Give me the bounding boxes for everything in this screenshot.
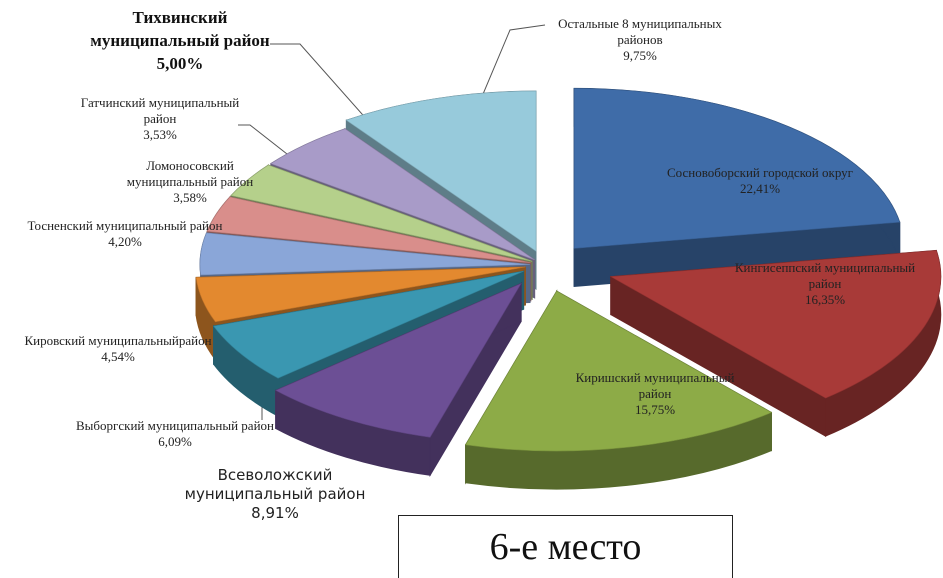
slice-label: Кировский муниципальныйрайон 4,54% bbox=[0, 333, 238, 365]
value-label: 4,20% bbox=[108, 234, 142, 249]
slice-label: Тихвинский муниципальный район 5,00% bbox=[75, 6, 285, 75]
leader-line bbox=[270, 43, 386, 141]
category-name: Тихвинский муниципальный район bbox=[90, 8, 270, 50]
value-label: 15,75% bbox=[634, 402, 676, 417]
slice bbox=[230, 164, 533, 262]
slice-label: Остальные 8 муниципальных районов 9,75% bbox=[535, 16, 745, 64]
category-name: Выборгский муниципальный район bbox=[76, 418, 274, 433]
slice bbox=[609, 250, 942, 399]
slice bbox=[212, 270, 524, 379]
value-label: 5,00% bbox=[156, 54, 204, 73]
category-name: Кировский муниципальныйрайон bbox=[24, 333, 212, 348]
value-label: 3,58% bbox=[173, 190, 207, 205]
value-label: 16,35% bbox=[804, 292, 846, 307]
slice-label: Всеволожский муниципальный район 8,91% bbox=[170, 466, 380, 523]
annotation: 6-е место bbox=[398, 515, 733, 578]
slice bbox=[275, 282, 522, 438]
category-name: Тосненский муниципальный район bbox=[27, 218, 223, 233]
value-label: 8,91% bbox=[251, 504, 299, 522]
slice-label: Кингисеппский муниципальный район 16,35% bbox=[730, 260, 920, 308]
value-label: 4,54% bbox=[101, 349, 135, 364]
slice bbox=[199, 232, 531, 276]
category-name: Остальные 8 муниципальных районов bbox=[558, 16, 722, 47]
slice bbox=[206, 196, 531, 264]
slice-label: Гатчинский муниципальный район 3,53% bbox=[75, 95, 245, 143]
value-label: 3,53% bbox=[143, 127, 177, 142]
slice-label: Тосненский муниципальный район 4,20% bbox=[25, 218, 225, 250]
slice bbox=[573, 88, 901, 249]
category-name: Всеволожский муниципальный район bbox=[184, 466, 366, 503]
slice bbox=[270, 128, 535, 261]
value-label: 6,09% bbox=[158, 434, 192, 449]
category-name: Кингисеппский муниципальный район bbox=[734, 260, 916, 291]
slice bbox=[195, 266, 526, 323]
slice bbox=[345, 90, 537, 252]
value-label: 9,75% bbox=[623, 48, 657, 63]
slice-label: Выборгский муниципальный район 6,09% bbox=[70, 418, 280, 450]
slice-label: Сосновоборский городской округ 22,41% bbox=[640, 165, 880, 197]
category-name: Киришский муниципальный район bbox=[575, 370, 735, 401]
category-name: Гатчинский муниципальный район bbox=[80, 95, 240, 126]
slice-label: Киришский муниципальный район 15,75% bbox=[560, 370, 750, 418]
category-name: Сосновоборский городской округ bbox=[667, 165, 853, 180]
slice-label: Ломоносовский муниципальный район 3,58% bbox=[105, 158, 275, 206]
slice bbox=[465, 290, 773, 452]
category-name: Ломоносовский муниципальный район bbox=[126, 158, 254, 189]
value-label: 22,41% bbox=[739, 181, 781, 196]
